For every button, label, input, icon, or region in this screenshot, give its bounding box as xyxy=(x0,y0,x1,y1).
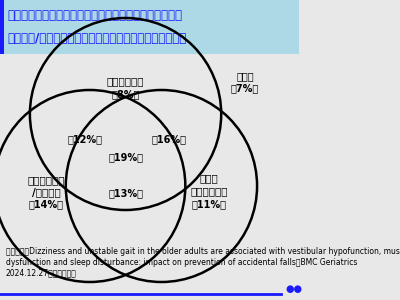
Text: 前庭機能低下: 前庭機能低下 xyxy=(107,76,144,87)
Text: （19%）: （19%） xyxy=(108,152,143,163)
Text: （12%）: （12%） xyxy=(68,134,103,145)
Text: （7%）: （7%） xyxy=(231,83,259,94)
Text: ●●: ●● xyxy=(286,284,302,294)
Text: その他: その他 xyxy=(236,71,254,82)
FancyBboxPatch shape xyxy=(0,0,299,54)
Text: （引用：「Dizziness and unstable gait in the older adults are associated with vestibu: （引用：「Dizziness and unstable gait in the … xyxy=(6,248,400,277)
Text: （11%）: （11%） xyxy=(192,199,227,209)
Text: （8%）: （8%） xyxy=(111,89,140,100)
FancyBboxPatch shape xyxy=(0,0,4,54)
Text: フラツキと不安定歩行のある患者の前庭機能低下、サル: フラツキと不安定歩行のある患者の前庭機能低下、サル xyxy=(8,9,182,22)
Text: （14%）: （14%） xyxy=(29,200,64,210)
Text: （13%）: （13%） xyxy=(108,188,143,199)
Text: /フレイル: /フレイル xyxy=(32,187,61,197)
Text: コペニア/フレイル、閉塞性睡眠時無呼吸の有病率の分布: コペニア/フレイル、閉塞性睡眠時無呼吸の有病率の分布 xyxy=(8,32,187,44)
Text: サルコペニア: サルコペニア xyxy=(28,175,65,185)
Text: （16%）: （16%） xyxy=(151,134,186,145)
Text: 睡眠時無呼吸: 睡眠時無呼吸 xyxy=(190,186,228,196)
Text: 閉塞性: 閉塞性 xyxy=(200,173,219,184)
